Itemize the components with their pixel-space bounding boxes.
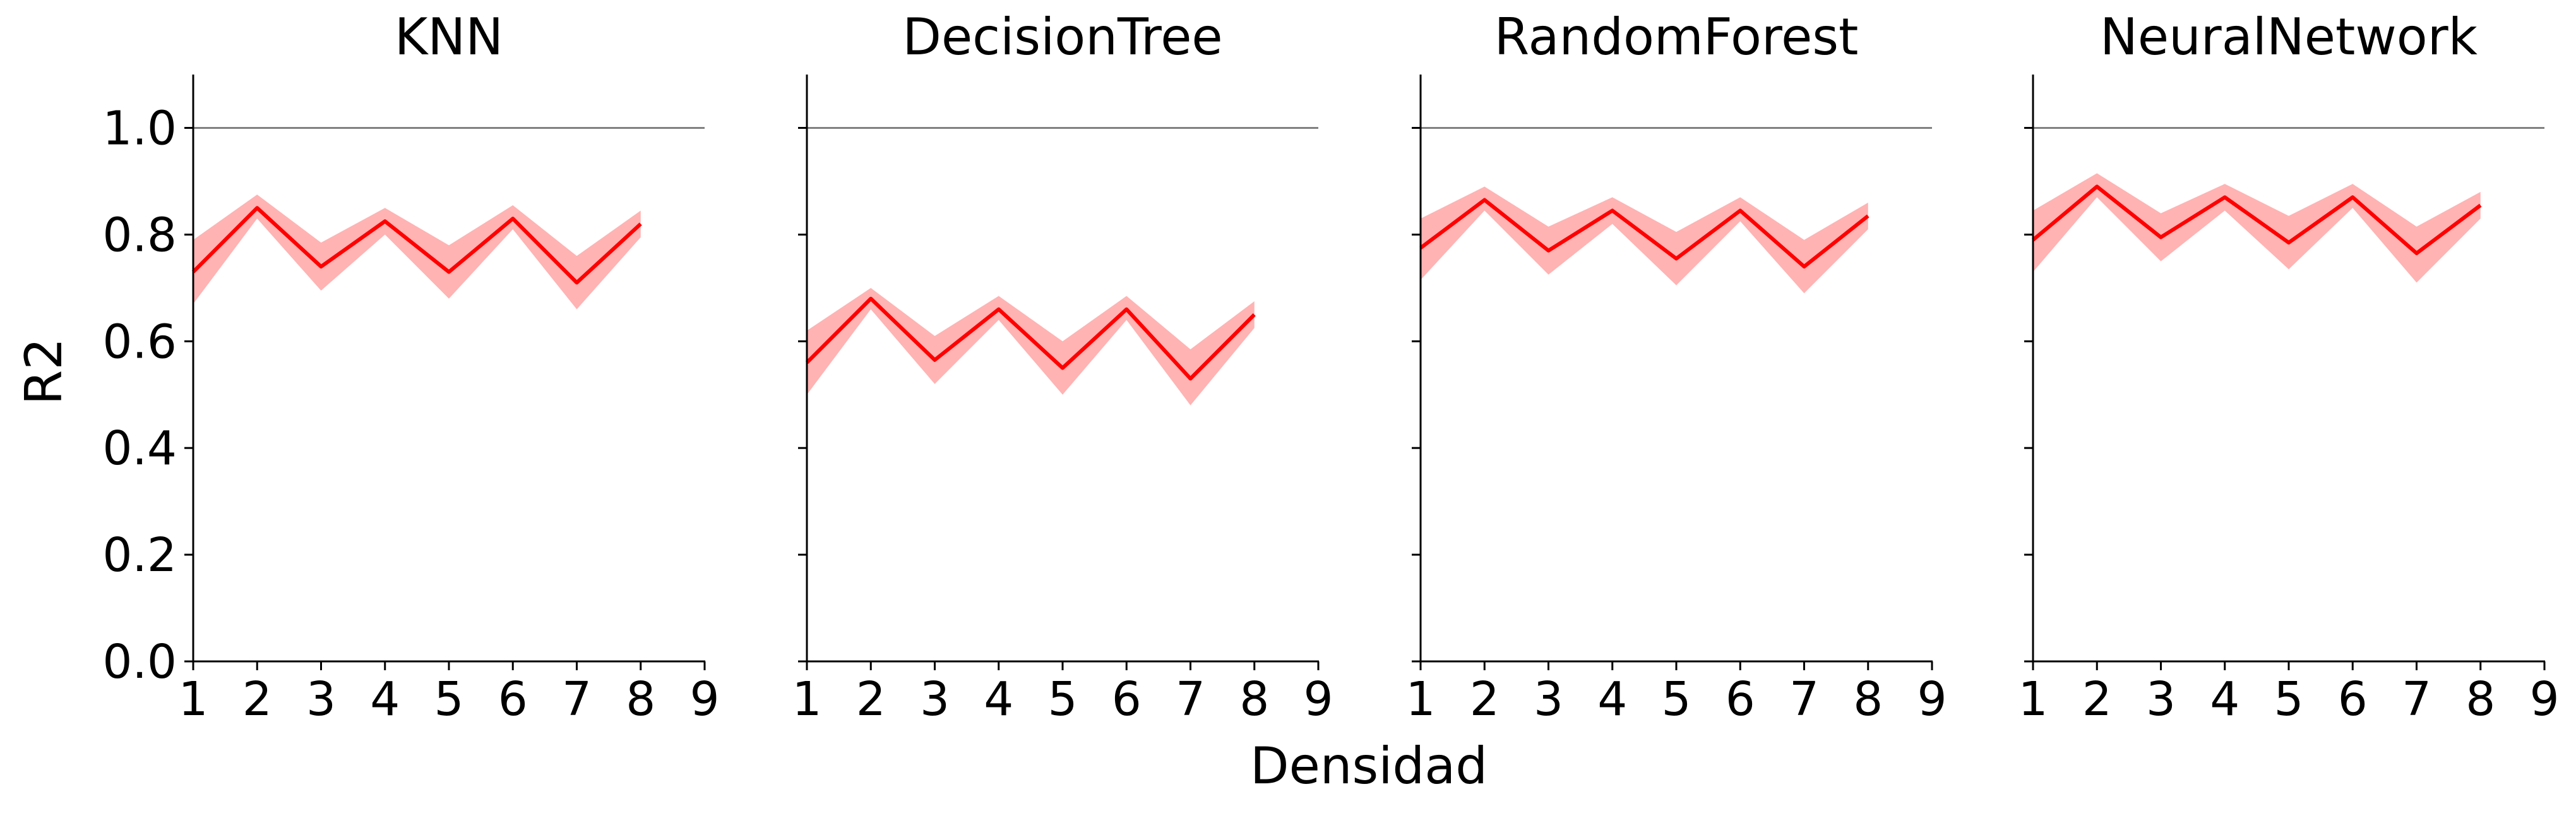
confidence-band <box>193 195 641 310</box>
x-tick-label: 2 <box>856 672 886 726</box>
x-tick-label: 6 <box>498 672 528 726</box>
x-tick-label: 5 <box>1047 672 1077 726</box>
x-tick-label: 9 <box>689 672 719 726</box>
y-tick-label: 0.2 <box>102 528 177 582</box>
x-tick-label: 2 <box>2082 672 2112 726</box>
x-tick-label: 8 <box>2466 672 2495 726</box>
x-tick-label: 2 <box>1470 672 1500 726</box>
confidence-band <box>807 287 1255 406</box>
series-line <box>2032 184 2482 255</box>
x-tick-label: 8 <box>626 672 655 726</box>
x-tick-label: 1 <box>1405 672 1435 726</box>
x-tick-label: 9 <box>2529 672 2559 726</box>
x-tick-label: 8 <box>1853 672 1883 726</box>
x-axis-label: Densidad <box>1250 737 1488 795</box>
x-tick-label: 9 <box>1303 672 1333 726</box>
panel-title: DecisionTree <box>902 8 1222 66</box>
x-tick-label: 3 <box>920 672 950 726</box>
x-tick-label: 4 <box>2210 672 2239 726</box>
x-tick-label: 7 <box>1789 672 1819 726</box>
x-tick-label: 1 <box>2018 672 2048 726</box>
x-tick-label: 1 <box>178 672 208 726</box>
panel-3: RandomForest 1 2 3 4 5 6 7 8 9 <box>1405 8 1947 726</box>
y-axis-label: R2 <box>15 338 73 405</box>
panel-4: NeuralNetwork 1 2 3 4 5 6 7 8 9 <box>2018 8 2559 726</box>
confidence-band <box>2033 173 2481 283</box>
y-tick-label: 1.0 <box>102 101 177 155</box>
y-tick-label: 0.6 <box>102 315 177 369</box>
x-tick-label: 3 <box>306 672 336 726</box>
y-tick-label: 0.4 <box>102 421 177 476</box>
panel-2: DecisionTree 1 2 3 4 5 6 7 8 9 <box>792 8 1333 726</box>
x-tick-label: 6 <box>1112 672 1142 726</box>
x-tick-label: 4 <box>370 672 400 726</box>
x-tick-label: 6 <box>1726 672 1755 726</box>
x-tick-label: 7 <box>1176 672 1205 726</box>
x-tick-label: 4 <box>1597 672 1627 726</box>
y-tick-label: 0.0 <box>102 635 177 689</box>
panel-title: KNN <box>395 8 503 66</box>
x-tick-label: 5 <box>2274 672 2303 726</box>
x-tick-label: 8 <box>1239 672 1269 726</box>
panel-1: KNN 0.0 0.2 0.4 0.6 0.8 1.0 1 2 3 4 5 6 7 8 9 <box>102 8 719 726</box>
panel-title: RandomForest <box>1494 8 1859 66</box>
y-tick-label: 0.8 <box>102 208 177 262</box>
x-tick-label: 2 <box>242 672 272 726</box>
series-line <box>1419 198 1869 269</box>
x-tick-label: 6 <box>2338 672 2368 726</box>
panel-title: NeuralNetwork <box>2100 8 2478 66</box>
series-line <box>191 206 642 285</box>
x-tick-label: 5 <box>1661 672 1691 726</box>
x-tick-label: 3 <box>2146 672 2176 726</box>
x-tick-label: 9 <box>1917 672 1947 726</box>
series-line <box>805 296 1256 381</box>
x-tick-label: 7 <box>2402 672 2431 726</box>
confidence-band <box>1421 186 1868 294</box>
x-tick-label: 7 <box>562 672 592 726</box>
x-tick-label: 3 <box>1534 672 1563 726</box>
x-tick-label: 4 <box>984 672 1013 726</box>
x-tick-label: 5 <box>434 672 463 726</box>
x-tick-label: 1 <box>792 672 821 726</box>
